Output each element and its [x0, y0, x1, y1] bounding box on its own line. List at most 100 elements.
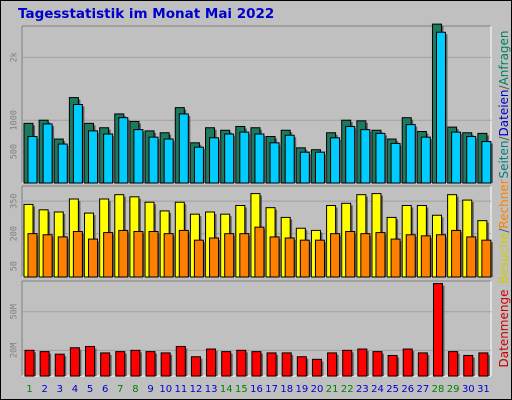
- bar-rechner-day-4: [72, 231, 83, 278]
- bar-rechner-day-23: [360, 233, 371, 278]
- side-label-part: /: [497, 84, 511, 89]
- day-label: 13: [205, 384, 218, 395]
- bar-dateien-day-24: [375, 132, 386, 184]
- y-tick-label: 50: [10, 261, 20, 271]
- day-label: 15: [235, 384, 248, 395]
- day-label: 25: [386, 384, 399, 395]
- y-tick-label: 20M: [10, 343, 20, 358]
- day-label: 26: [401, 384, 414, 395]
- bar-rechner-day-17: [269, 236, 280, 278]
- bar-rechner-day-6: [103, 232, 114, 278]
- day-label: 2: [42, 384, 48, 395]
- day-label: 4: [72, 384, 78, 395]
- bar-rechner-day-19: [299, 239, 310, 278]
- day-label: 29: [447, 384, 460, 395]
- bar-datenmenge-day-23: [357, 348, 368, 377]
- day-label: 14: [220, 384, 233, 395]
- bar-datenmenge-day-3: [54, 353, 65, 377]
- bar-datenmenge-day-2: [39, 351, 50, 377]
- bar-rechner-day-12: [193, 239, 204, 278]
- bar-datenmenge-day-11: [175, 345, 186, 377]
- bar-datenmenge-day-28: [432, 283, 443, 377]
- bar-dateien-day-2: [42, 123, 53, 184]
- bar-dateien-day-20: [314, 151, 325, 184]
- bar-dateien-day-10: [163, 138, 174, 184]
- bar-dateien-day-31: [481, 141, 492, 184]
- y-tick-label: 200: [10, 226, 20, 241]
- bar-datenmenge-day-12: [190, 356, 201, 377]
- bar-dateien-day-27: [420, 136, 431, 184]
- side-label-part: /: [497, 228, 511, 233]
- bar-datenmenge-day-29: [448, 351, 459, 377]
- chart-title: Tagesstatistik im Monat Mai 2022: [18, 6, 275, 22]
- day-label: 6: [102, 384, 108, 395]
- bar-datenmenge-day-1: [24, 349, 35, 377]
- y-tick-label: 500: [10, 144, 20, 159]
- bar-datenmenge-day-22: [342, 349, 353, 377]
- bar-datenmenge-day-31: [478, 352, 489, 377]
- bar-dateien-day-19: [299, 151, 310, 184]
- bar-rechner-day-11: [178, 229, 189, 278]
- bar-rechner-day-13: [209, 237, 220, 278]
- day-label: 31: [477, 384, 490, 395]
- side-label-part: Seiten: [497, 141, 511, 179]
- day-label: 12: [190, 384, 203, 395]
- y-tick-label: 350: [10, 193, 20, 208]
- bar-dateien-day-3: [57, 143, 68, 184]
- bar-datenmenge-day-15: [236, 349, 247, 377]
- bar-rechner-day-8: [133, 231, 144, 278]
- bar-rechner-day-9: [148, 231, 159, 278]
- day-label: 28: [432, 384, 445, 395]
- bar-dateien-day-13: [209, 137, 220, 184]
- bar-dateien-day-22: [345, 125, 356, 184]
- bar-datenmenge-day-16: [251, 351, 262, 377]
- bar-rechner-day-7: [118, 229, 129, 278]
- bar-datenmenge-day-8: [130, 349, 141, 377]
- bar-datenmenge-day-7: [115, 351, 126, 377]
- bar-dateien-day-7: [118, 117, 129, 184]
- y-tick-label: 50M: [10, 304, 20, 319]
- bar-rechner-day-31: [481, 239, 492, 278]
- bar-rechner-day-18: [284, 237, 295, 278]
- bar-dateien-day-1: [27, 136, 38, 184]
- bar-datenmenge-day-26: [402, 348, 413, 377]
- day-label: 20: [311, 384, 324, 395]
- day-label: 1: [26, 384, 32, 395]
- bar-rechner-day-5: [88, 238, 99, 278]
- day-label: 18: [280, 384, 293, 395]
- bar-rechner-day-10: [163, 233, 174, 278]
- bar-rechner-day-20: [314, 239, 325, 278]
- bar-datenmenge-day-13: [206, 348, 217, 377]
- bar-dateien-day-29: [451, 131, 462, 184]
- bar-dateien-day-21: [330, 137, 341, 184]
- bar-dateien-day-12: [193, 146, 204, 184]
- side-label-part: Besuche: [497, 233, 511, 284]
- bar-rechner-day-21: [330, 233, 341, 278]
- bar-rechner-day-26: [405, 234, 416, 278]
- bar-dateien-day-30: [466, 136, 477, 184]
- bar-rechner-day-22: [345, 231, 356, 278]
- day-label: 23: [356, 384, 369, 395]
- bar-datenmenge-day-20: [311, 358, 322, 377]
- bar-datenmenge-day-14: [221, 351, 232, 377]
- bar-datenmenge-day-21: [327, 352, 338, 377]
- y-tick-label: 1000: [10, 110, 20, 130]
- bar-dateien-day-9: [148, 136, 159, 184]
- side-label-hosts: Besuche/Rechner: [497, 179, 511, 283]
- bar-datenmenge-day-24: [372, 351, 383, 377]
- day-label: 22: [341, 384, 354, 395]
- bar-datenmenge-day-19: [296, 356, 307, 377]
- side-label-part: Dateien: [497, 89, 511, 136]
- bar-datenmenge-day-6: [100, 352, 111, 377]
- bar-dateien-day-4: [72, 104, 83, 184]
- bar-rechner-day-16: [254, 226, 265, 278]
- bar-rechner-day-25: [390, 238, 401, 278]
- bar-datenmenge-day-9: [145, 351, 156, 377]
- bar-dateien-day-11: [178, 113, 189, 184]
- bar-dateien-day-28: [435, 31, 446, 184]
- day-label: 3: [57, 384, 63, 395]
- bar-rechner-day-14: [224, 233, 235, 278]
- bar-rechner-day-30: [466, 236, 477, 278]
- bar-dateien-day-14: [224, 133, 235, 184]
